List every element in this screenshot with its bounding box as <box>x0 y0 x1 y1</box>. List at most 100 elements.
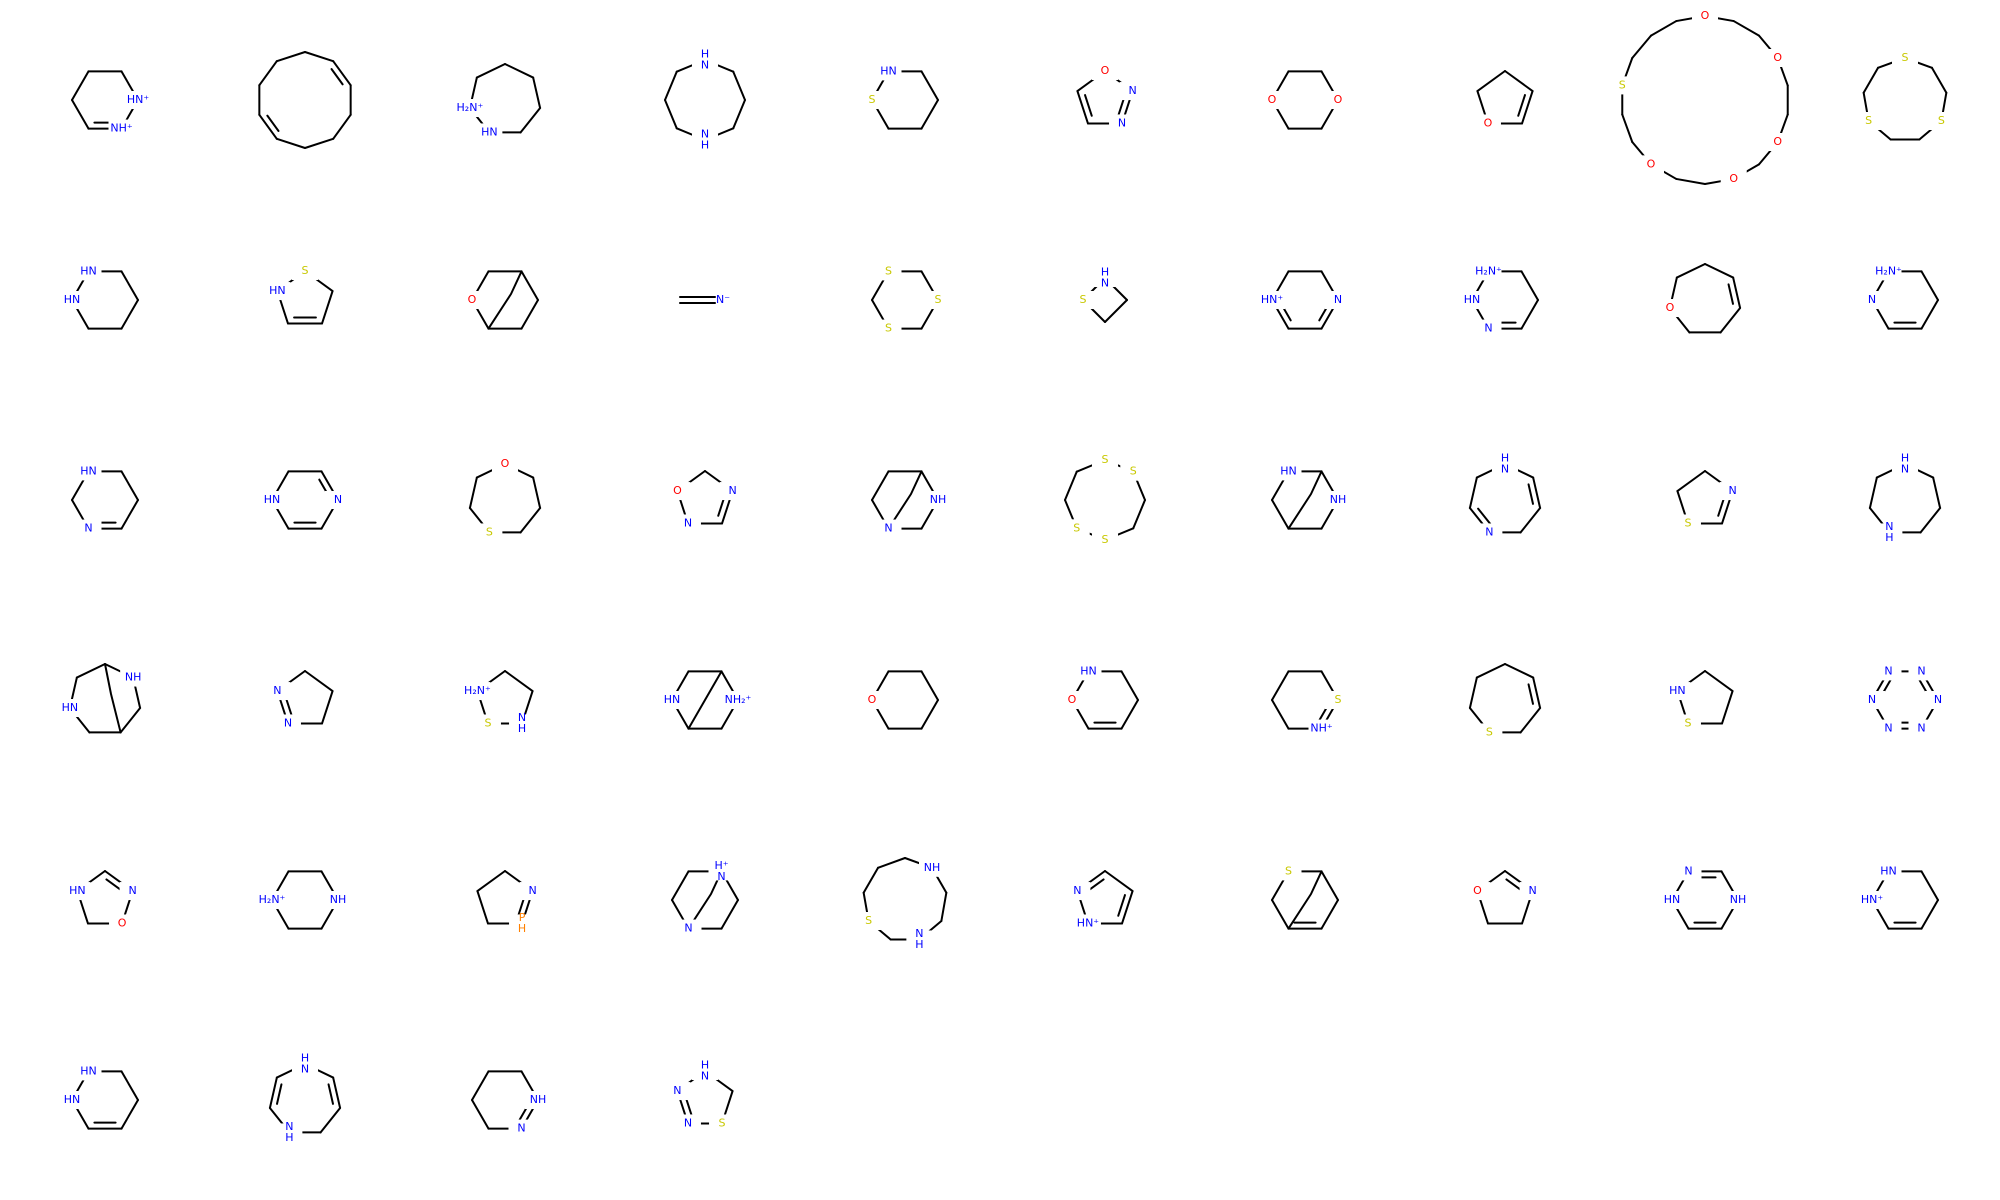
atom-label: S <box>1938 114 1945 127</box>
bond <box>1076 90 1089 125</box>
atom-label-bg <box>1308 719 1335 738</box>
double-bond <box>1527 683 1534 705</box>
atom-label: N <box>128 884 136 897</box>
atom-label-bg <box>1474 114 1501 133</box>
atom-label-bg <box>1859 291 1885 309</box>
bond <box>1676 470 1706 493</box>
atom-label: HN <box>64 1093 81 1106</box>
atom-label: H₂N⁺ <box>1875 264 1902 277</box>
atom-label: H₂N⁺ <box>259 893 286 906</box>
bond <box>504 670 534 693</box>
atom-label-bg <box>1325 91 1351 109</box>
atom-label: N <box>701 128 709 141</box>
atom-label: P <box>519 911 526 924</box>
atom-label: O <box>1773 51 1782 64</box>
bond <box>1271 899 1290 930</box>
atom-label: S <box>1684 516 1691 529</box>
atom-label-bg <box>692 131 718 149</box>
bond <box>71 99 90 130</box>
atom-label: N <box>1485 525 1493 538</box>
atom-label-bg <box>75 1062 102 1081</box>
atom-label-bg <box>1492 455 1518 473</box>
atom-label: S <box>885 264 892 277</box>
atom-label-bg <box>125 91 151 109</box>
atom-label: S <box>302 264 309 277</box>
atom-label: N <box>701 59 709 72</box>
bond <box>664 99 678 130</box>
atom-label-bg <box>1063 519 1090 538</box>
atom-label-bg <box>855 912 882 930</box>
atom-label: S <box>1285 864 1292 877</box>
atom-label-bg <box>325 491 351 509</box>
atom-label-bg <box>1764 49 1791 67</box>
atom-label-bg <box>1325 691 1351 709</box>
atom-label-bg <box>1892 455 1918 473</box>
molecule-42: NH H₂N⁺ <box>259 870 351 930</box>
bond <box>120 499 139 530</box>
atom-label-bg <box>708 862 735 881</box>
atom-label: H <box>1901 452 1909 465</box>
atom-label: O <box>1473 884 1482 897</box>
atom-label: HN⁺ <box>1861 893 1884 906</box>
atom-label-bg <box>109 914 136 933</box>
atom-label: HN <box>80 464 97 477</box>
molecule-22: N HN <box>259 470 351 530</box>
atom-label: N <box>1885 520 1893 533</box>
atom-label: H₂N⁺ <box>457 101 484 114</box>
atom-label: HN⁺ <box>1261 293 1284 306</box>
atom-label-bg <box>1519 882 1546 901</box>
bond <box>862 866 880 894</box>
atom-label-bg <box>274 714 301 733</box>
atom-label-bg <box>1092 531 1118 549</box>
bond <box>1919 507 1942 534</box>
bond <box>1862 66 1880 94</box>
atom-label-bg <box>859 91 885 109</box>
atom-label-bg <box>1719 482 1746 501</box>
atom-label-bg <box>1476 723 1503 742</box>
atom-label: N <box>915 927 923 940</box>
atom-label: H <box>1501 452 1509 465</box>
double-bond <box>1117 894 1126 917</box>
atom-label: O <box>1666 301 1675 314</box>
bond <box>1521 90 1534 125</box>
atom-label-bg <box>75 462 102 481</box>
bond <box>1519 707 1542 734</box>
double-bond <box>1084 94 1093 117</box>
bridge-bond <box>487 270 523 330</box>
atom-label-bg <box>1325 491 1351 509</box>
molecule-37: S NH⁺ <box>1271 670 1351 738</box>
bond <box>732 99 746 130</box>
atom-label: H <box>1885 531 1893 544</box>
atom-label: N <box>684 1116 692 1129</box>
atom-label-bg <box>508 1119 535 1138</box>
atom-label: H <box>701 48 709 61</box>
atom-label: N <box>518 711 526 724</box>
atom-label: H <box>285 1131 293 1144</box>
atom-label-bg <box>509 714 536 733</box>
atom-label: NH⁺ <box>110 122 133 135</box>
atom-label: N <box>1128 84 1136 97</box>
atom-label-bg <box>264 282 291 301</box>
atom-label-bg <box>459 291 485 309</box>
bond <box>120 1099 139 1130</box>
atom-label-bg <box>875 519 902 538</box>
atom-label-bg <box>59 1091 85 1109</box>
atom-label-bg <box>476 123 503 142</box>
molecule-24: N N O <box>664 470 746 533</box>
atom-label-bg <box>1764 133 1791 151</box>
atom-label: NH <box>930 493 947 506</box>
molecule-21: N HN <box>71 462 139 538</box>
atom-label: N <box>684 516 692 529</box>
molecule-41: N O HN <box>64 870 146 933</box>
atom-label: HN <box>1080 664 1097 677</box>
bond <box>1468 476 1478 510</box>
bond <box>258 60 278 87</box>
bond <box>1120 699 1139 730</box>
double-bond <box>266 114 280 132</box>
atom-label: HN <box>69 884 86 897</box>
atom-label-bg <box>276 1123 303 1142</box>
atom-label: N <box>1073 884 1081 897</box>
atom-label: N <box>701 1070 709 1083</box>
bond <box>520 299 539 330</box>
bond <box>1271 670 1290 701</box>
